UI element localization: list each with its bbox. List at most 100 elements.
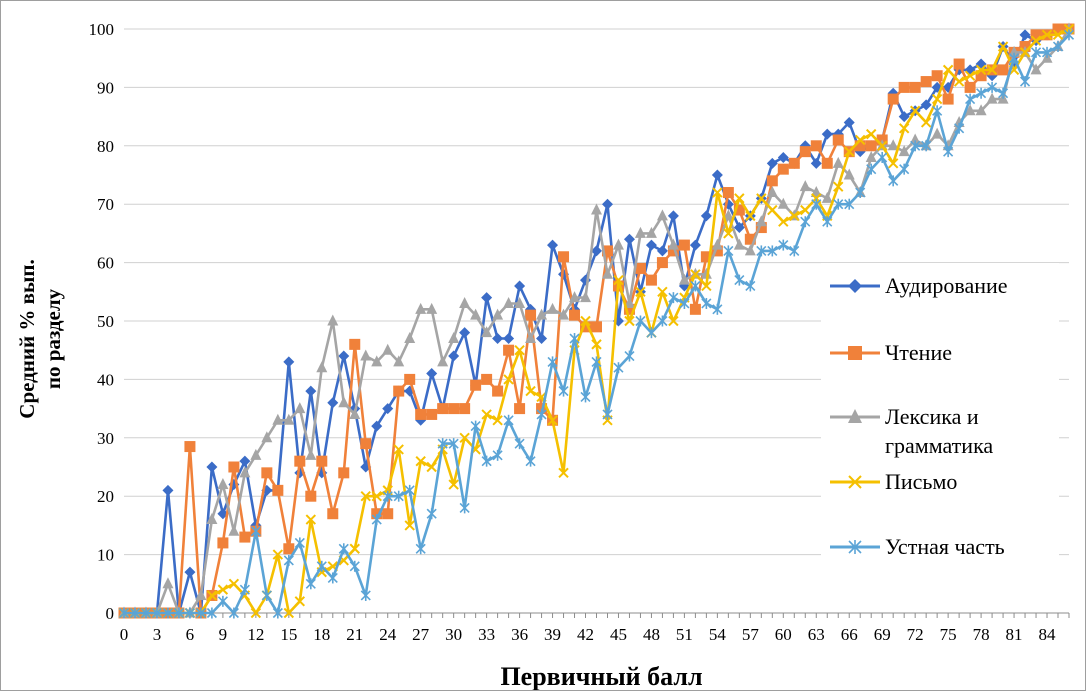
data-point-marker — [448, 350, 460, 362]
data-point-marker — [833, 198, 844, 210]
marker-stroke — [876, 140, 888, 152]
data-point-marker — [668, 315, 679, 327]
data-point-marker — [426, 461, 437, 473]
data-point-marker — [349, 338, 361, 350]
data-point-marker — [360, 438, 372, 450]
data-point-marker — [558, 251, 570, 263]
marker-stroke — [1019, 47, 1031, 58]
marker-stroke — [953, 76, 965, 87]
data-point-marker — [327, 508, 339, 520]
data-point-marker — [722, 187, 734, 199]
marker-stroke — [492, 415, 503, 426]
data-point-marker — [723, 245, 734, 257]
data-point-marker — [437, 438, 448, 450]
data-point-marker — [745, 210, 756, 222]
data-point-marker — [437, 403, 449, 415]
data-point-marker — [349, 407, 361, 419]
data-point-marker — [887, 158, 899, 169]
data-point-marker — [678, 239, 690, 251]
legend-label: грамматика — [885, 433, 993, 458]
data-point-marker — [305, 448, 317, 460]
data-point-marker — [118, 607, 130, 619]
data-point-marker — [448, 479, 459, 490]
data-point-marker — [733, 238, 745, 250]
data-point-marker — [821, 157, 833, 169]
data-point-marker — [700, 267, 712, 279]
data-point-marker — [283, 554, 294, 566]
data-point-marker — [536, 408, 547, 420]
data-point-marker — [151, 607, 163, 619]
x-tick-label: 48 — [643, 625, 660, 644]
marker-stroke — [866, 128, 877, 140]
data-point-marker — [327, 314, 339, 326]
data-point-marker — [877, 151, 888, 163]
data-point-marker — [667, 245, 679, 257]
data-point-marker — [1052, 23, 1064, 35]
data-point-marker — [580, 321, 592, 333]
data-point-marker — [283, 607, 295, 619]
data-point-marker — [656, 245, 668, 257]
data-point-marker — [283, 543, 295, 555]
data-point-marker — [1008, 52, 1020, 64]
data-point-marker — [799, 180, 811, 192]
data-point-marker — [316, 361, 328, 373]
marker-stroke — [338, 555, 349, 566]
marker-stroke — [745, 210, 756, 222]
marker-stroke — [613, 274, 624, 286]
marker-stroke — [844, 146, 855, 157]
data-point-marker — [778, 216, 789, 227]
legend-label: Письмо — [885, 469, 957, 494]
data-point-marker — [678, 273, 690, 285]
data-point-marker — [998, 87, 1009, 99]
data-point-marker — [964, 70, 976, 81]
marker-stroke — [206, 590, 218, 601]
data-point-marker — [514, 403, 526, 415]
data-point-marker — [634, 262, 646, 274]
data-point-marker — [547, 415, 558, 426]
x-tick-label: 84 — [1039, 625, 1057, 644]
data-point-marker — [393, 385, 405, 397]
data-point-marker — [987, 81, 998, 93]
data-point-marker — [481, 292, 493, 304]
marker-stroke — [734, 193, 745, 204]
data-point-marker — [997, 41, 1009, 52]
data-point-marker — [415, 543, 426, 555]
x-tick-label: 63 — [808, 625, 825, 644]
marker-stroke — [635, 286, 646, 298]
data-point-marker — [217, 478, 229, 490]
marker-stroke — [920, 117, 932, 128]
legend-label: Лексика и — [885, 404, 979, 429]
data-point-marker — [217, 537, 229, 549]
data-point-marker — [283, 413, 295, 425]
data-point-marker — [503, 296, 515, 308]
data-point-marker — [492, 333, 504, 345]
data-point-marker — [777, 163, 789, 175]
data-point-marker — [733, 222, 745, 234]
data-point-marker — [591, 245, 602, 257]
data-point-marker — [360, 490, 371, 502]
marker-stroke — [393, 444, 404, 455]
marker-stroke — [459, 432, 470, 444]
x-tick-label: 51 — [676, 625, 693, 644]
data-point-marker — [898, 81, 910, 93]
y-tick-label: 30 — [97, 429, 114, 448]
marker-stroke — [228, 578, 240, 590]
data-point-marker — [393, 444, 404, 455]
data-point-marker — [382, 508, 394, 520]
data-point-marker — [294, 402, 306, 414]
data-point-marker — [701, 280, 712, 292]
data-point-marker — [294, 596, 306, 607]
data-point-marker — [876, 140, 888, 152]
data-point-marker — [404, 520, 415, 531]
data-point-marker — [250, 607, 262, 619]
marker-stroke — [931, 93, 943, 105]
marker-stroke — [525, 385, 536, 397]
data-point-marker — [1030, 35, 1042, 46]
marker-stroke — [887, 158, 899, 169]
marker-stroke — [690, 269, 701, 280]
data-point-marker — [953, 76, 965, 87]
x-tick-label: 18 — [313, 625, 330, 644]
data-point-marker — [448, 403, 460, 415]
data-point-marker — [767, 245, 778, 257]
marker-stroke — [503, 374, 514, 385]
